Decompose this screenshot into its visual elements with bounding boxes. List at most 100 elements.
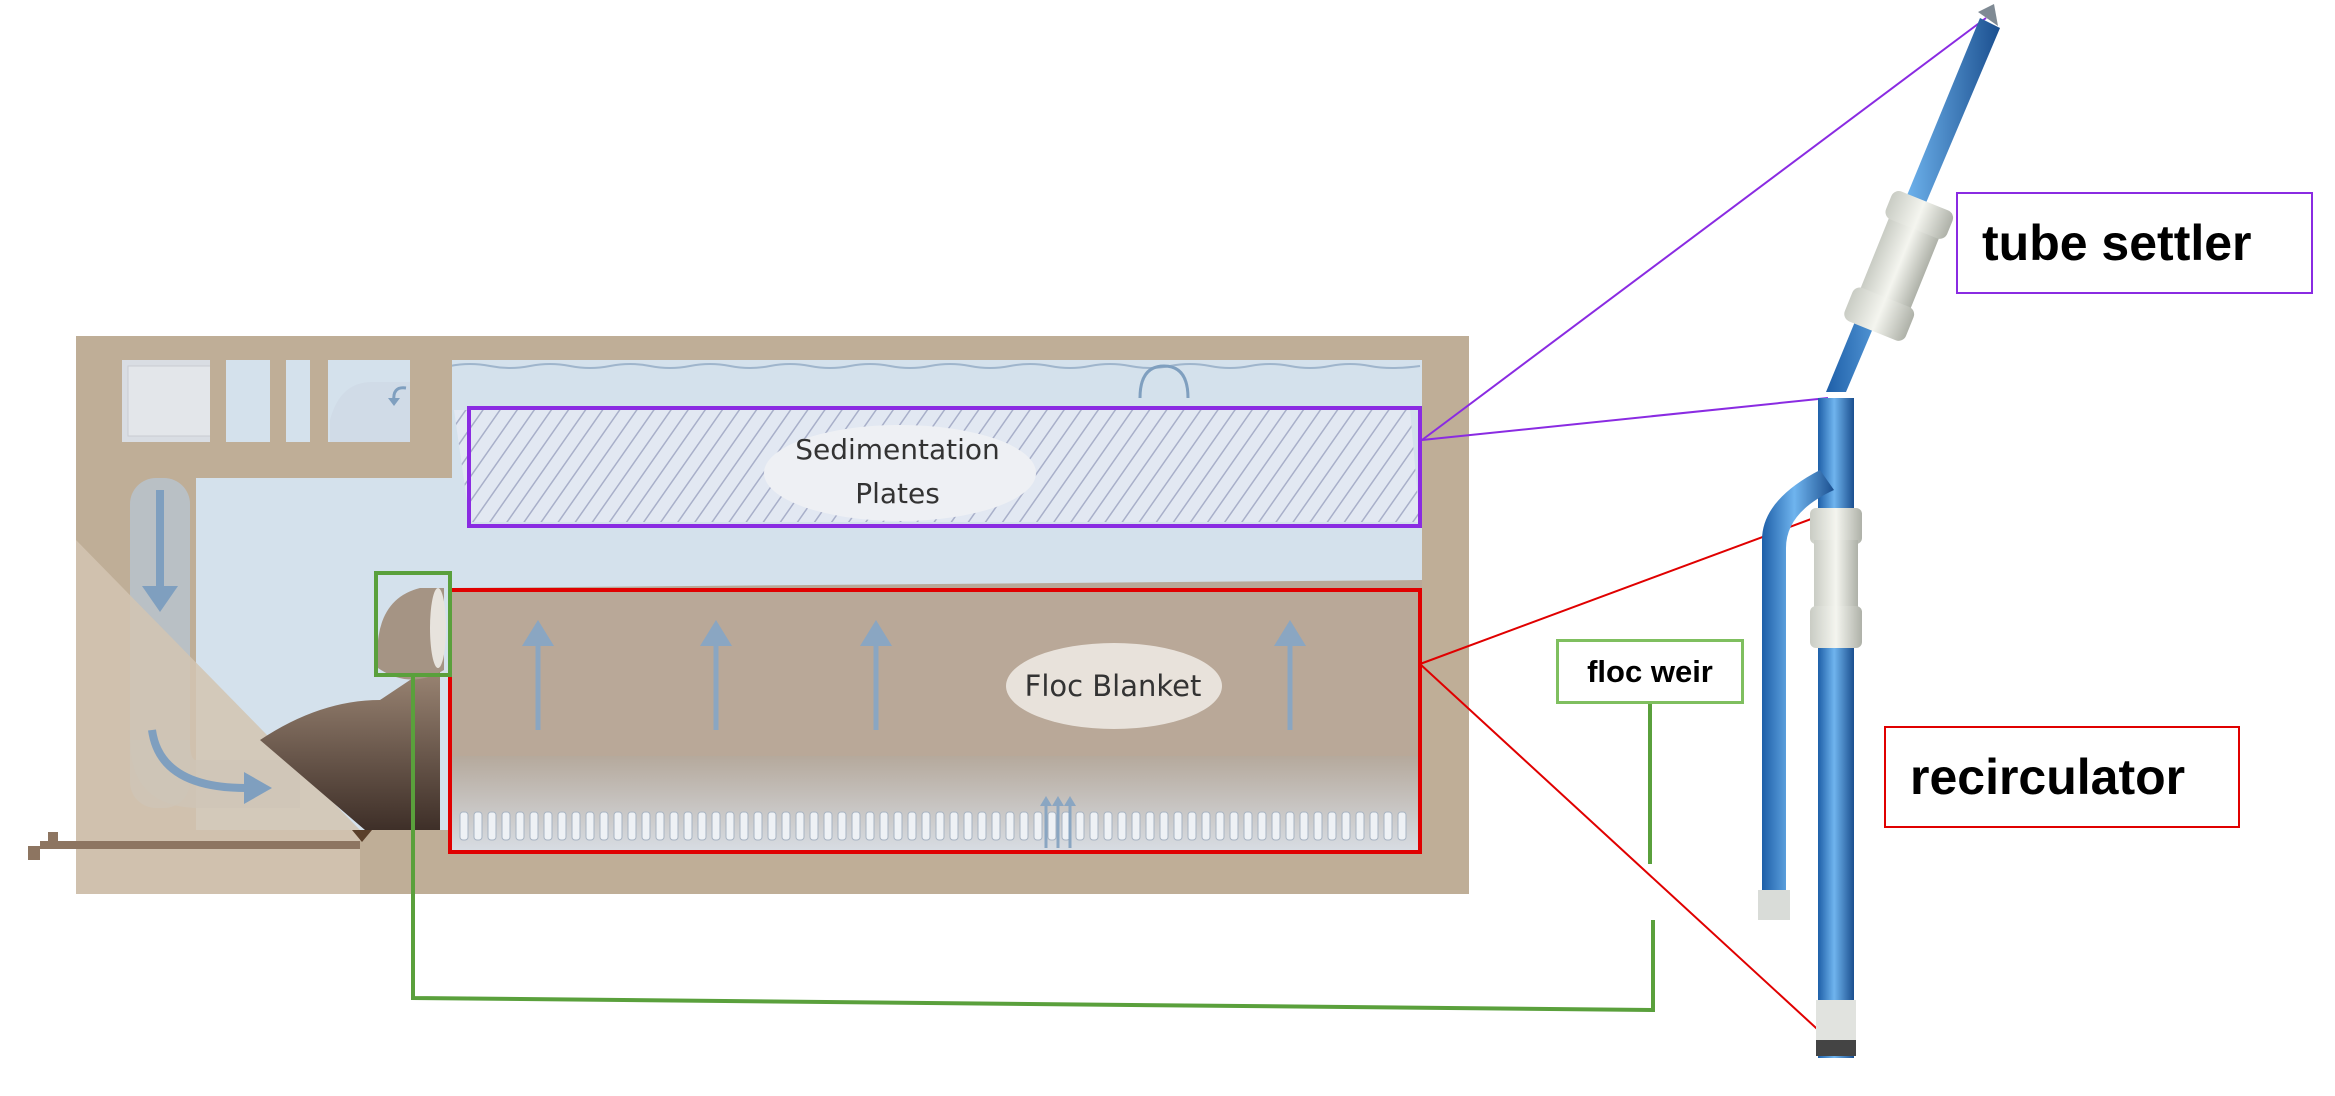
down-arrow-icon [142, 490, 178, 612]
sedimentation-plates-text: Sedimentation Plates [795, 433, 1000, 510]
flow-arrows [522, 620, 1306, 848]
diffuser-slot [571, 811, 581, 841]
diffuser-slot [921, 811, 931, 841]
diffuser-slot [767, 811, 777, 841]
diffuser-slot [1033, 811, 1043, 841]
diffuser-slot [1215, 811, 1225, 841]
tube-settler-label: tube settler [1956, 192, 2313, 294]
diffuser-slot [543, 811, 553, 841]
diffuser-slot [1075, 811, 1085, 841]
floc-weir-label: floc weir [1556, 639, 1744, 704]
tube-settler-text: tube settler [1982, 215, 2252, 271]
tube-settler-leader-bottom [1421, 397, 1829, 441]
diffuser-slot [1201, 811, 1211, 841]
diffuser-slot [613, 811, 623, 841]
diffuser-slot [1271, 811, 1281, 841]
tube-settler-leader-top [1421, 17, 1987, 441]
sloped-wall [76, 540, 360, 894]
diffuser-slot [809, 811, 819, 841]
diffuser-slot [683, 811, 693, 841]
recirculator-text: recirculator [1910, 749, 2186, 805]
diffuser-slot [557, 811, 567, 841]
drain-pipe [40, 841, 360, 849]
blanket-highlight-box [448, 588, 1422, 854]
diffuser-slot [529, 811, 539, 841]
diffuser-slot [1103, 811, 1113, 841]
sedimentation-plates-ellipse [764, 425, 1036, 521]
plates-highlight-box [467, 406, 1422, 528]
diffuser-slot [1187, 811, 1197, 841]
diffuser-slot [879, 811, 889, 841]
diffuser-slot [459, 811, 469, 841]
diffuser-slot [837, 811, 847, 841]
diffuser-slot [991, 811, 1001, 841]
diffuser-slot [1257, 811, 1267, 841]
curve-arrow-icon [148, 729, 272, 804]
diffuser-slot [1005, 811, 1015, 841]
diffuser-slot [893, 811, 903, 841]
tube-settler-coupler [1844, 191, 1954, 341]
diffuser-slot [1019, 811, 1029, 841]
sludge-hopper [260, 660, 440, 830]
diffuser-slot [711, 811, 721, 841]
diffuser-slot [1299, 811, 1309, 841]
diffuser-slot [501, 811, 511, 841]
recirculator-pipe [1762, 470, 1834, 900]
diffuser-slot [1131, 811, 1141, 841]
water-surface [449, 363, 1421, 369]
recirculator-label: recirculator [1884, 726, 2240, 828]
diffuser-slot [935, 811, 945, 841]
diffuser-slot [1089, 811, 1099, 841]
diffuser-slot [1369, 811, 1379, 841]
recirculator-leader-bottom [1419, 663, 1841, 1051]
diffuser-slot [1229, 811, 1239, 841]
diffuser-slot [473, 811, 483, 841]
floc-weir-leader [411, 675, 1655, 1013]
sedimentation-tank [28, 336, 1469, 894]
bubble-arrow-icon [1064, 796, 1076, 848]
floc-blanket-zone [450, 580, 1422, 756]
diffuser-manifold [459, 811, 1407, 841]
riser-coupler-top [1810, 508, 1862, 544]
floc-weir-shape [377, 588, 444, 680]
tube-settler-cap [1978, 4, 1998, 26]
diffuser-slot [1313, 811, 1323, 841]
diffuser-slot [487, 811, 497, 841]
diffuser-slot [963, 811, 973, 841]
up-arrow-icon [860, 620, 892, 730]
diffuser-slot [1117, 811, 1127, 841]
diffuser-slot [1397, 811, 1407, 841]
floc-blanket-ellipse [1006, 643, 1222, 729]
floc-weir-text: floc weir [1587, 653, 1713, 689]
overflow-arrow-icon [1138, 364, 1190, 399]
diffuser-slot [697, 811, 707, 841]
up-arrow-icon [522, 620, 554, 730]
diffuser-slot [865, 811, 875, 841]
riser-coupler-bottom [1810, 606, 1862, 648]
diffuser-slot [669, 811, 679, 841]
diffuser-slot [1047, 811, 1057, 841]
diffuser-slot [1341, 811, 1351, 841]
diffuser-slot [1285, 811, 1295, 841]
bubble-arrow-icon [1040, 796, 1052, 848]
diffuser-slot [655, 811, 665, 841]
diffuser-slot [907, 811, 917, 841]
diffuser-slot [753, 811, 763, 841]
diffuser-slot [1159, 811, 1169, 841]
diffuser-slot [1355, 811, 1365, 841]
main-riser-pipe [1818, 398, 1854, 1058]
diffuser-slot [823, 811, 833, 841]
diffuser-slot [1173, 811, 1183, 841]
diffuser-slot [725, 811, 735, 841]
diffuser-slot [627, 811, 637, 841]
small-arrow-icon [388, 386, 407, 406]
recirculator-cap [1758, 890, 1790, 920]
floc-blanket-label: Floc Blanket [1008, 664, 1218, 708]
recirculator-leader-top [1419, 511, 1831, 665]
diffuser-slot [585, 811, 595, 841]
physical-model [1758, 4, 2000, 1058]
diffuser-slot [1383, 811, 1393, 841]
diffuser-slot [977, 811, 987, 841]
diffuser-slot [851, 811, 861, 841]
